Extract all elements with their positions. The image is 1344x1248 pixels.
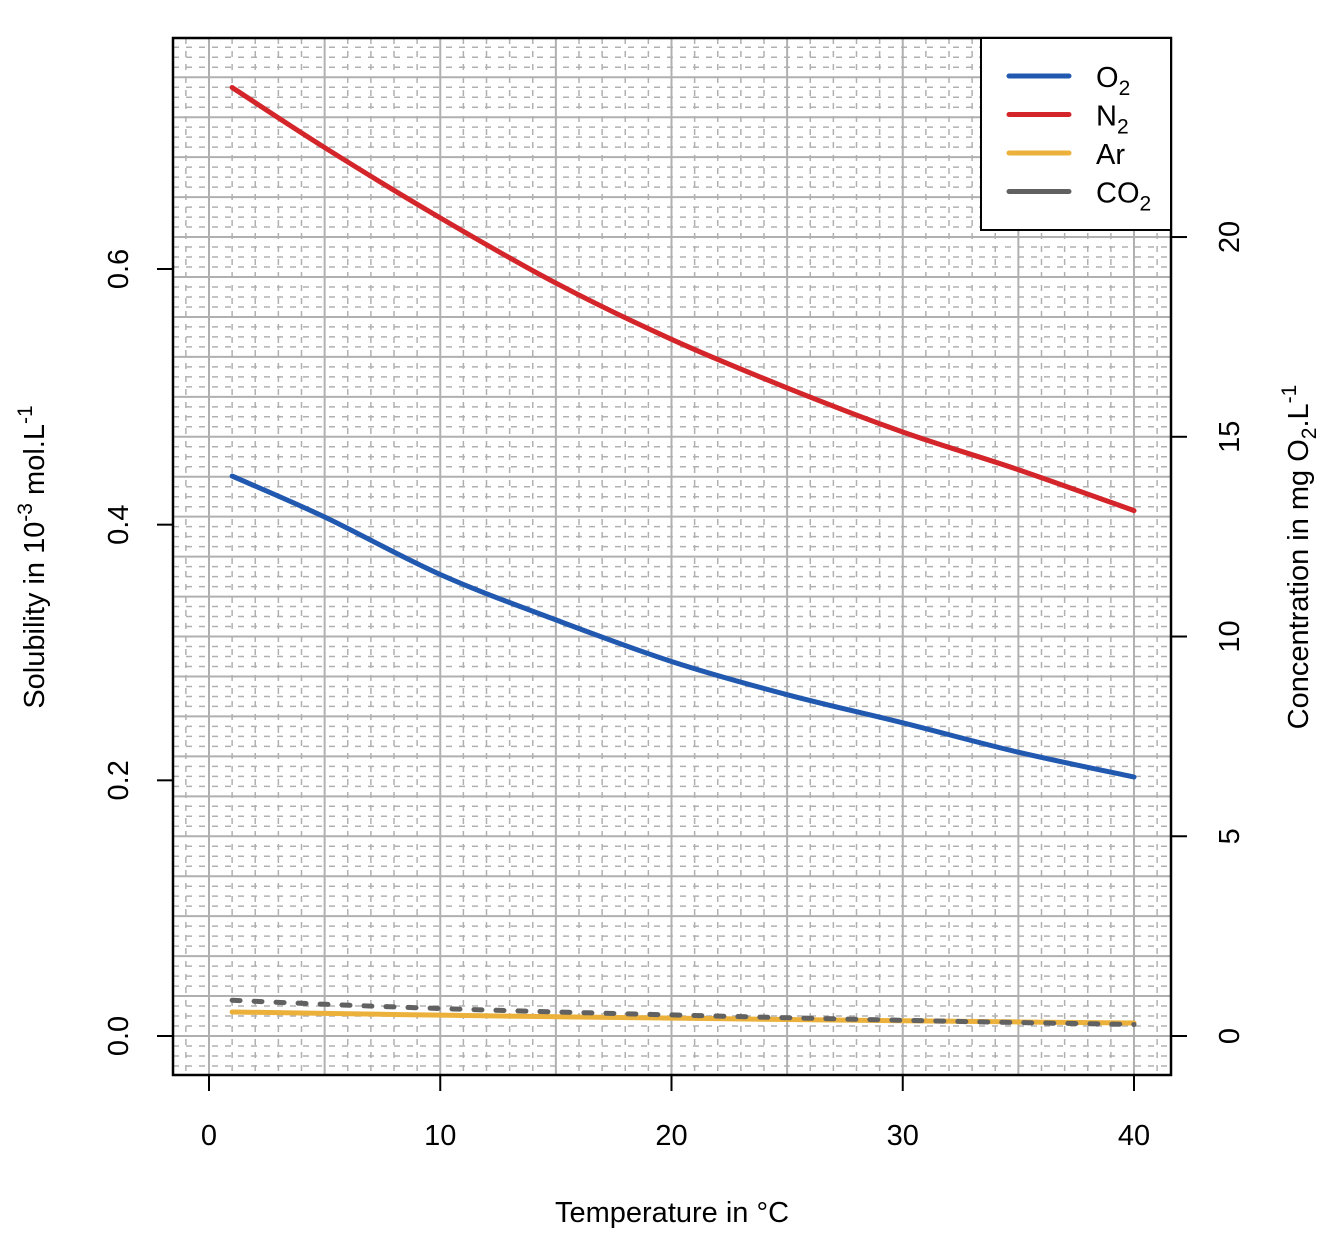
y2-tick-label: 0 xyxy=(1214,1028,1246,1044)
x-axis: 0 10 20 30 40 xyxy=(201,1074,1150,1152)
x-tick-label: 20 xyxy=(655,1120,687,1152)
legend-label: CO2 xyxy=(1096,178,1151,216)
series-line-o2 xyxy=(229,473,1137,780)
y2-tick-label: 10 xyxy=(1214,620,1246,652)
y-tick-label: 0.6 xyxy=(103,249,135,289)
series-line-ar xyxy=(229,1009,1137,1026)
y-axis-label: Solubility in 10-3 mol.L-1 xyxy=(14,405,51,708)
legend-box xyxy=(980,37,1172,231)
y-tick-label: 0.0 xyxy=(103,1016,135,1056)
y-tick-label: 0.4 xyxy=(103,505,135,545)
x-tick-label: 0 xyxy=(201,1120,217,1152)
y2-tick-label: 5 xyxy=(1214,828,1246,844)
y-axis-left: 0.0 0.2 0.4 0.6 xyxy=(103,249,173,1056)
legend-label: Ar xyxy=(1096,139,1125,171)
x-tick-label: 40 xyxy=(1118,1120,1150,1152)
x-tick-label: 30 xyxy=(887,1120,919,1152)
y2-tick-label: 20 xyxy=(1214,221,1246,253)
x-axis-label: Temperature in °C xyxy=(555,1197,789,1229)
series-lines xyxy=(229,84,1137,1027)
series-line-n2 xyxy=(229,84,1137,514)
legend-label: N2 xyxy=(1096,101,1129,139)
y-axis-right: 0 5 10 15 20 xyxy=(1171,221,1246,1044)
x-tick-label: 10 xyxy=(424,1120,456,1152)
y2-tick-label: 15 xyxy=(1214,421,1246,453)
series-line-co2 xyxy=(229,997,1137,1027)
y2-axis-label: Concentration in mg O2.L-1 xyxy=(1278,385,1321,730)
legend-label: O2 xyxy=(1096,62,1130,100)
y-tick-label: 0.2 xyxy=(103,760,135,800)
